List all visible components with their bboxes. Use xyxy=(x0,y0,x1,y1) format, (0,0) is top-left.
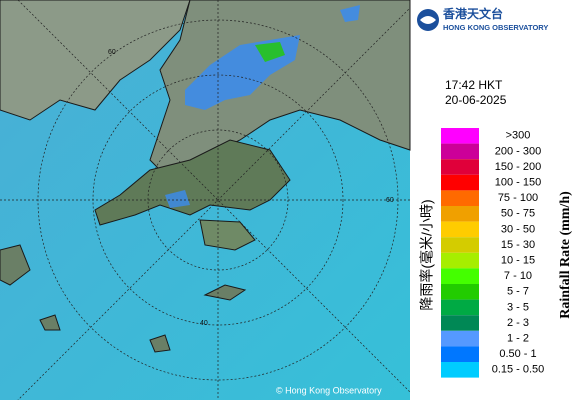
legend-swatch xyxy=(441,284,479,300)
legend-label: >300 xyxy=(506,130,531,142)
copyright: © Hong Kong Observatory xyxy=(276,385,382,395)
legend-swatch xyxy=(441,190,479,206)
legend-label: 0.15 - 0.50 xyxy=(492,364,545,376)
ring-label: 60 xyxy=(386,197,394,204)
logo-chinese: 香港天文台 xyxy=(442,6,503,21)
legend-label: 150 - 200 xyxy=(495,161,541,173)
legend-label: 100 - 150 xyxy=(495,177,541,189)
legend-label: 3 - 5 xyxy=(507,301,529,313)
legend-swatch xyxy=(441,159,479,175)
legend-label: 10 - 15 xyxy=(501,255,535,267)
ring-label: 60 xyxy=(108,49,116,56)
legend-label: 1 - 2 xyxy=(507,333,529,345)
legend-label: 7 - 10 xyxy=(504,270,532,282)
legend-swatch xyxy=(441,346,479,362)
legend-swatch xyxy=(441,268,479,284)
legend-swatch xyxy=(441,221,479,238)
legend-label: 30 - 50 xyxy=(501,223,535,235)
logo-english: HONG KONG OBSERVATORY xyxy=(443,23,548,32)
legend-swatch xyxy=(441,362,479,378)
legend-swatch xyxy=(441,299,479,316)
legend-label: 50 - 75 xyxy=(501,208,535,220)
legend-swatch xyxy=(441,315,479,331)
legend-label: 15 - 30 xyxy=(501,239,535,251)
legend-title-english: Rainfall Rate (mm/h) xyxy=(558,191,573,319)
legend-swatch xyxy=(441,143,479,160)
legend-swatch xyxy=(441,174,479,191)
legend-label: 75 - 100 xyxy=(498,192,538,204)
legend-swatch xyxy=(441,330,479,347)
legend-label: 0.50 - 1 xyxy=(499,348,536,360)
ring-label: 40 xyxy=(200,320,208,327)
time: 17:42 HKT xyxy=(445,78,503,92)
legend-swatch xyxy=(441,206,479,222)
legend-title-chinese: 降雨率(毫米/小時) xyxy=(419,199,435,310)
legend-label: 200 - 300 xyxy=(495,145,541,157)
legend-label: 2 - 3 xyxy=(507,317,529,329)
legend-swatch xyxy=(441,128,479,144)
date: 20-06-2025 xyxy=(445,93,507,107)
legend-swatch xyxy=(441,252,479,269)
radar-map xyxy=(0,0,411,405)
legend-label: 5 - 7 xyxy=(507,286,529,298)
legend-swatch xyxy=(441,237,479,253)
